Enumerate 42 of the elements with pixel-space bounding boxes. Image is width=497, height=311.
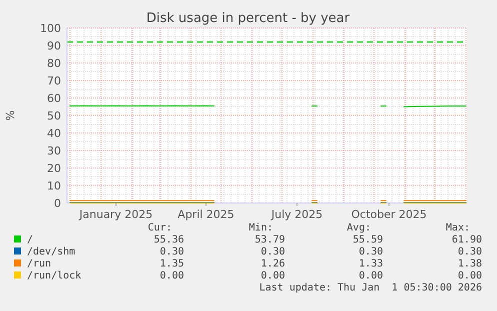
y-tick-label: 100 — [40, 22, 61, 35]
y-tick-label: 90 — [47, 39, 61, 52]
text: 1.35 — [160, 258, 184, 270]
text: 0.00 — [160, 270, 184, 282]
text: 55.59 — [352, 234, 383, 246]
y-tick-label: 40 — [47, 126, 61, 140]
text: 0.00 — [260, 270, 285, 282]
text: Cur: — [148, 222, 172, 234]
legend-label: /dev/shm — [27, 246, 76, 258]
text: 61.90 — [452, 234, 482, 246]
text: 53.79 — [254, 234, 285, 246]
x-tick-label: July 2025 — [270, 208, 323, 221]
text: 0.00 — [458, 270, 482, 282]
y-axis-title: % — [4, 110, 17, 121]
legend-label: /run/lock — [27, 270, 82, 282]
legend-label: /run — [27, 258, 52, 270]
chart-title: Disk usage in percent - by year — [146, 11, 350, 26]
legend-label: / — [27, 234, 34, 246]
text: 0.30 — [260, 246, 285, 258]
y-tick-label: 0 — [54, 196, 61, 210]
text: 0.30 — [160, 246, 184, 258]
text: 1.26 — [260, 258, 285, 270]
y-tick-label: 70 — [47, 74, 61, 88]
text: Avg: — [346, 222, 371, 234]
text: Last update: Thu Jan 1 05:30:00 2026 — [259, 282, 482, 294]
text: Max: — [446, 222, 470, 234]
text: 1.33 — [358, 258, 383, 270]
text: 0.30 — [458, 246, 482, 258]
x-tick-label: January 2025 — [78, 208, 153, 221]
text: 0.00 — [358, 270, 383, 282]
text: 0.30 — [358, 246, 383, 258]
text: 55.36 — [154, 234, 184, 246]
y-tick-label: 60 — [47, 92, 61, 105]
x-tick-label: October 2025 — [351, 208, 427, 221]
text: Min: — [248, 222, 273, 234]
x-tick-label: April 2025 — [178, 208, 234, 221]
text: 1.38 — [458, 258, 482, 270]
y-tick-label: 30 — [47, 144, 61, 158]
y-tick-label: 10 — [47, 179, 61, 192]
y-tick-label: 20 — [47, 162, 61, 175]
y-tick-label: 50 — [47, 109, 61, 122]
y-tick-label: 80 — [47, 56, 61, 70]
